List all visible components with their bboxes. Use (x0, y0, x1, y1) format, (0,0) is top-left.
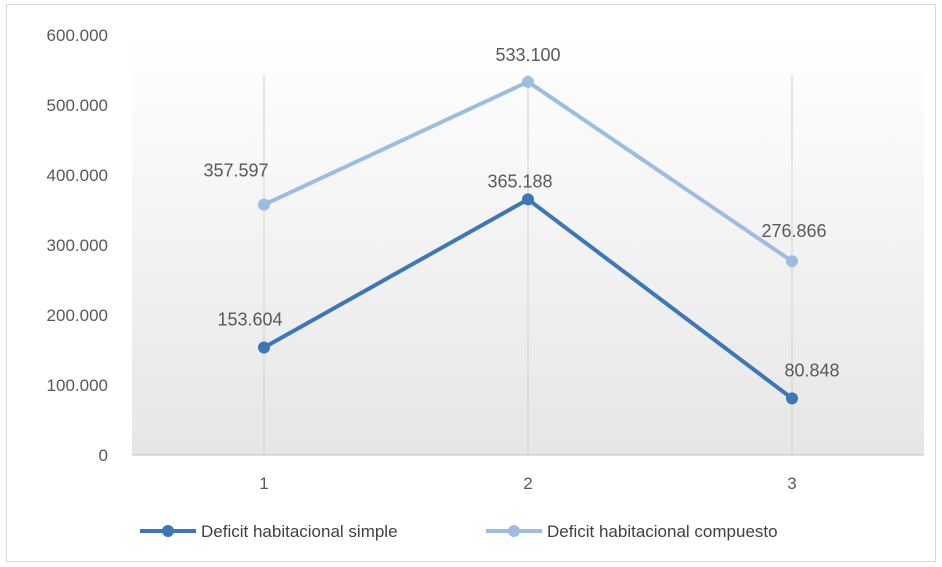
x-tick-label: 1 (259, 474, 268, 493)
x-tick-label: 2 (523, 474, 532, 493)
data-point (258, 341, 270, 354)
data-point (258, 198, 270, 211)
data-label: 365.188 (487, 171, 552, 191)
legend-label: Deficit habitacional simple (201, 522, 398, 541)
y-tick-label: 200.000 (47, 306, 108, 325)
y-tick-label: 500.000 (47, 96, 108, 115)
data-label: 153.604 (217, 309, 282, 329)
y-tick-label: 400.000 (47, 166, 108, 185)
y-tick-label: 100.000 (47, 376, 108, 395)
legend-marker (508, 525, 520, 537)
data-point (522, 193, 534, 206)
data-label: 276.866 (761, 221, 826, 241)
y-tick-label: 600.000 (47, 26, 108, 45)
data-point (786, 255, 798, 268)
data-point (786, 392, 798, 405)
x-tick-label: 3 (787, 474, 796, 493)
legend-marker (162, 525, 174, 537)
data-label: 357.597 (203, 161, 268, 181)
legend-label: Deficit habitacional compuesto (547, 522, 778, 541)
data-label: 533.100 (495, 45, 560, 65)
data-label: 80.848 (784, 360, 839, 380)
data-point (522, 75, 534, 88)
y-tick-label: 300.000 (47, 236, 108, 255)
legend: Deficit habitacional simple Deficit habit… (140, 522, 778, 541)
y-tick-label: 0 (99, 446, 108, 465)
